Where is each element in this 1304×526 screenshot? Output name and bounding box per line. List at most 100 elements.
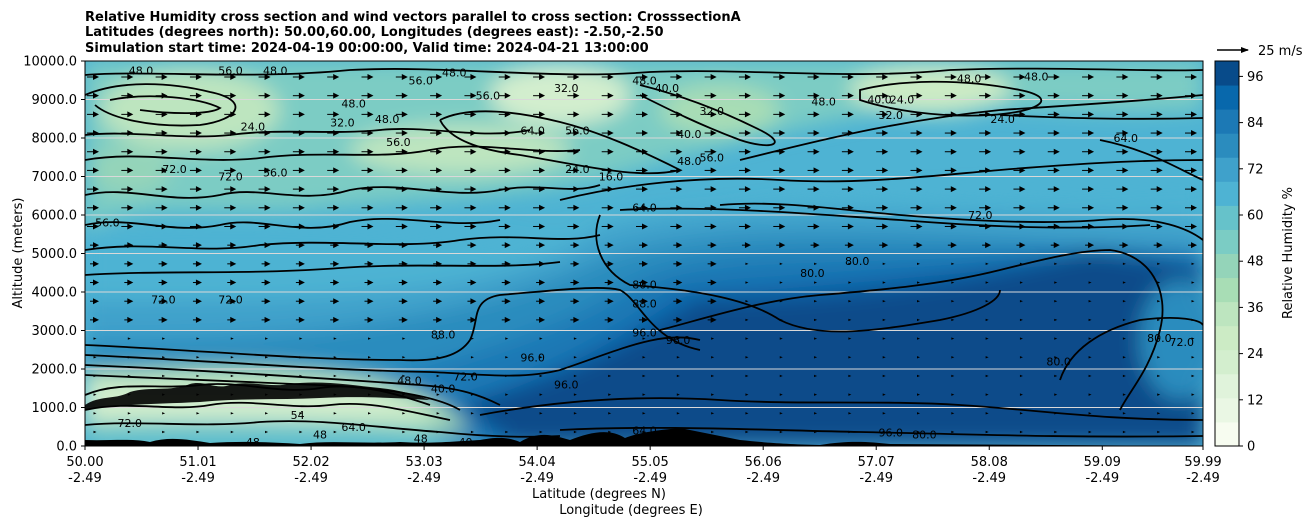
wind-arrow: [1088, 393, 1092, 396]
wind-arrow: [601, 167, 614, 174]
wind-arrow: [1054, 374, 1058, 378]
wind-arrow: [299, 430, 303, 434]
contour-label: 72.0: [151, 294, 176, 307]
wind-arrow: [1019, 337, 1023, 340]
wind-arrow: [533, 223, 546, 230]
x-tick-label-lon: -2.49: [633, 471, 667, 486]
wind-arrow: [90, 242, 99, 249]
wind-arrow: [121, 186, 134, 193]
wind-arrow: [707, 316, 717, 323]
wind-arrow: [299, 412, 303, 415]
wind-arrow: [567, 74, 580, 80]
wind-arrow: [536, 242, 546, 249]
wind-arrow: [951, 262, 955, 266]
wind-arrow: [985, 430, 989, 434]
wind-arrow: [917, 412, 920, 415]
colorbar-tick-label: 96: [1247, 70, 1264, 85]
wind-arrow: [230, 412, 234, 415]
wind-arrow: [189, 92, 202, 99]
wind-arrow: [433, 316, 443, 323]
wind-arrow: [258, 223, 271, 230]
wind-arrow: [155, 167, 168, 174]
wind-arrow: [1191, 374, 1195, 378]
contour-line: [659, 249, 1164, 411]
wind-arrow: [292, 130, 305, 137]
wind-arrow: [636, 148, 648, 155]
wind-arrow: [230, 356, 234, 359]
contour-label: 48: [414, 432, 428, 445]
wind-arrow: [467, 242, 477, 249]
wind-arrow: [395, 92, 408, 99]
contour-line: [85, 234, 601, 251]
wind-vectors: [87, 74, 1197, 434]
wind-arrow: [1122, 374, 1126, 378]
contour-line: [109, 95, 222, 115]
wind-arrow: [395, 148, 408, 155]
contour-label: 32.0: [699, 105, 724, 118]
contour-line: [85, 184, 601, 199]
wind-arrow: [848, 318, 852, 322]
wind-arrow: [1122, 412, 1126, 415]
wind-arrow: [567, 130, 580, 137]
wind-arrow: [196, 430, 200, 434]
wind-arrow: [155, 111, 168, 118]
wind-arrow: [876, 167, 889, 174]
colorbar-swatch: [1215, 181, 1239, 206]
wind-arrow: [1116, 204, 1129, 211]
x-tick-label-lon: -2.49: [859, 471, 893, 486]
wind-arrow: [1150, 186, 1163, 193]
wind-arrow: [330, 279, 340, 286]
contour-label: 48.0: [375, 113, 400, 126]
wind-arrow: [162, 337, 166, 340]
colorbar-swatch: [1215, 277, 1239, 303]
wind-arrow: [505, 393, 509, 396]
wind-arrow: [814, 300, 818, 303]
wind-arrow: [533, 74, 546, 80]
wind-arrow: [779, 374, 783, 378]
wind-arrow: [779, 430, 783, 434]
wind-arrow: [738, 111, 751, 118]
wind-arrow: [127, 412, 131, 415]
wind-arrow: [704, 186, 717, 193]
wind-arrow: [979, 130, 992, 137]
wind-arrow: [261, 242, 271, 249]
wind-arrow: [1054, 281, 1058, 284]
contour-line: [559, 159, 1203, 201]
wind-arrow: [1157, 281, 1161, 284]
wind-arrow: [676, 356, 680, 359]
wind-arrow: [979, 111, 992, 118]
wind-arrow: [121, 111, 134, 118]
wind-arrow: [464, 130, 477, 137]
wind-arrow: [704, 167, 717, 174]
wind-arrow: [327, 130, 340, 137]
wind-arrow: [876, 111, 889, 118]
wind-arrow: [704, 92, 717, 99]
wind-arrow: [779, 281, 783, 284]
wind-arrow: [639, 242, 648, 249]
contour-line: [1059, 317, 1203, 381]
wind-key: 25 m/s: [1217, 44, 1303, 59]
wind-arrow: [1116, 92, 1129, 99]
wind-arrow: [1019, 374, 1023, 378]
wind-arrow: [910, 186, 923, 193]
wind-arrow: [470, 374, 474, 378]
wind-arrow: [670, 148, 683, 155]
wind-arrow: [707, 298, 717, 305]
wind-arrow: [910, 204, 923, 211]
wind-arrow: [882, 318, 886, 322]
wind-arrow: [1122, 281, 1126, 284]
x-tick-label-lat: 56.06: [745, 455, 782, 470]
wind-arrow: [1157, 262, 1161, 266]
wind-arrow: [1013, 186, 1026, 193]
contour-label: 64.0: [632, 201, 657, 214]
wind-arrow: [464, 74, 477, 80]
wind-arrow: [124, 298, 134, 305]
wind-arrow: [841, 223, 854, 230]
wind-arrow: [230, 337, 234, 340]
wind-arrow: [189, 186, 202, 193]
wind-arrow: [1082, 130, 1095, 137]
wind-arrow: [87, 186, 99, 193]
wind-arrow: [261, 260, 271, 267]
wind-arrow: [1157, 412, 1161, 415]
wind-arrow: [917, 262, 920, 266]
